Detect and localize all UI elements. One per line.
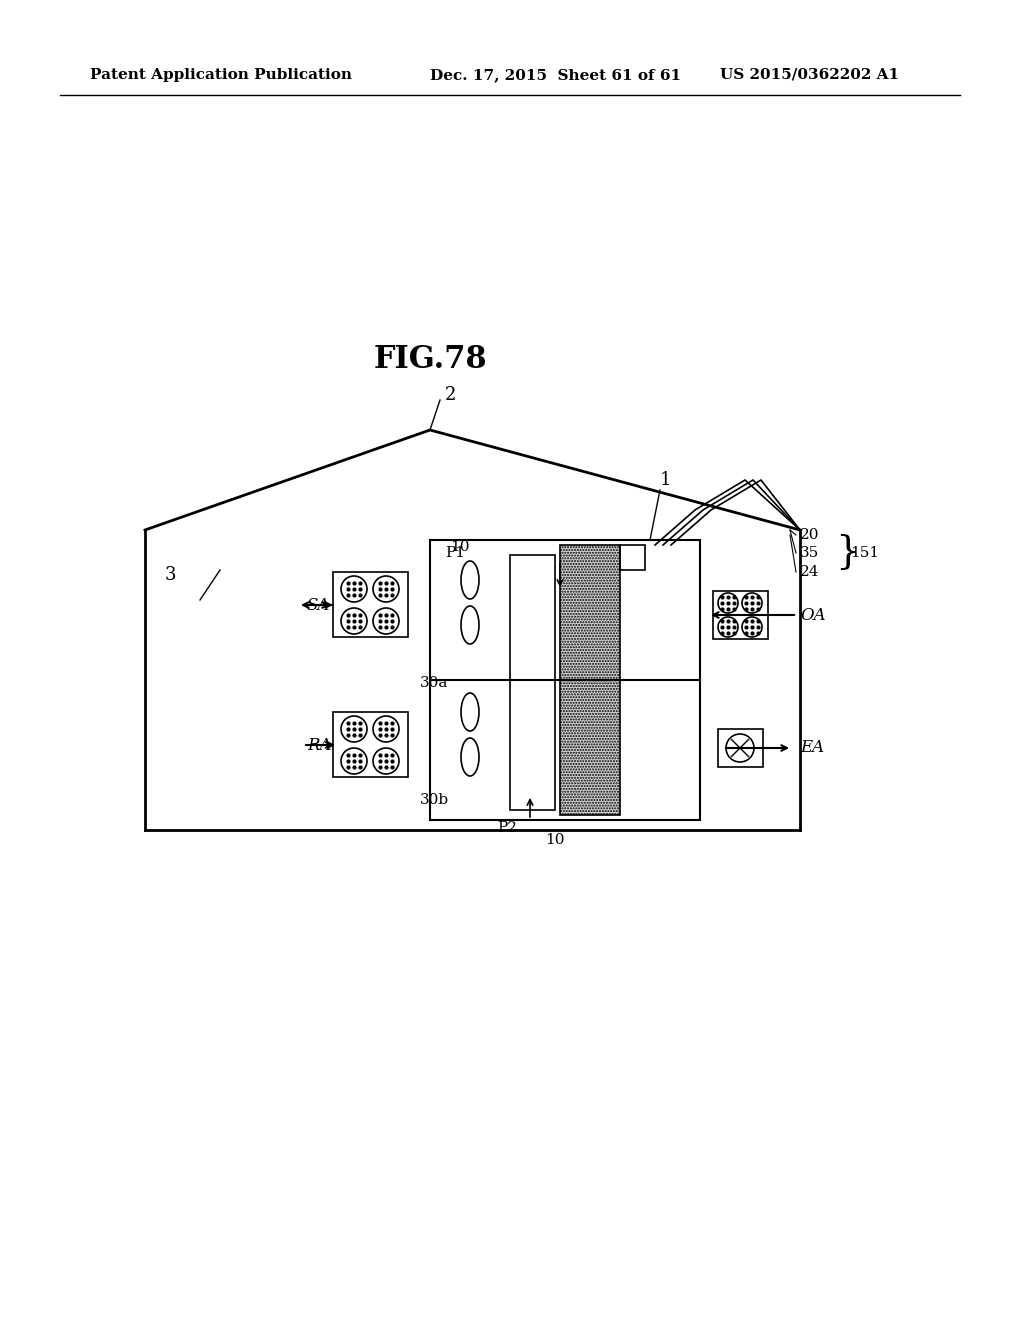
Text: 151: 151: [850, 546, 880, 560]
Text: 30a: 30a: [420, 676, 449, 690]
Text: EA: EA: [800, 739, 824, 756]
Text: OA: OA: [800, 606, 825, 623]
Bar: [510, 554, 555, 810]
Text: 1: 1: [660, 471, 672, 488]
Text: 3: 3: [165, 566, 176, 583]
Text: RA: RA: [307, 737, 332, 754]
Bar: [713, 591, 768, 639]
Text: 10: 10: [450, 540, 469, 554]
Text: P2: P2: [497, 821, 517, 836]
Bar: [333, 711, 408, 777]
Text: 2: 2: [445, 385, 457, 404]
Bar: [718, 729, 763, 767]
Text: 20: 20: [800, 528, 819, 543]
Text: 30b: 30b: [420, 793, 450, 807]
Text: Dec. 17, 2015  Sheet 61 of 61: Dec. 17, 2015 Sheet 61 of 61: [430, 69, 681, 82]
Text: SA: SA: [307, 597, 331, 614]
Bar: [430, 540, 700, 820]
Bar: [560, 545, 620, 814]
Text: US 2015/0362202 A1: US 2015/0362202 A1: [720, 69, 899, 82]
Text: 35: 35: [800, 546, 819, 560]
Bar: [333, 572, 408, 638]
Text: 10: 10: [545, 833, 565, 847]
Bar: [620, 545, 645, 570]
Text: P1: P1: [445, 546, 465, 560]
Text: 24: 24: [800, 565, 819, 579]
Text: FIG.78: FIG.78: [373, 345, 486, 375]
Text: }: }: [835, 535, 860, 572]
Text: Patent Application Publication: Patent Application Publication: [90, 69, 352, 82]
